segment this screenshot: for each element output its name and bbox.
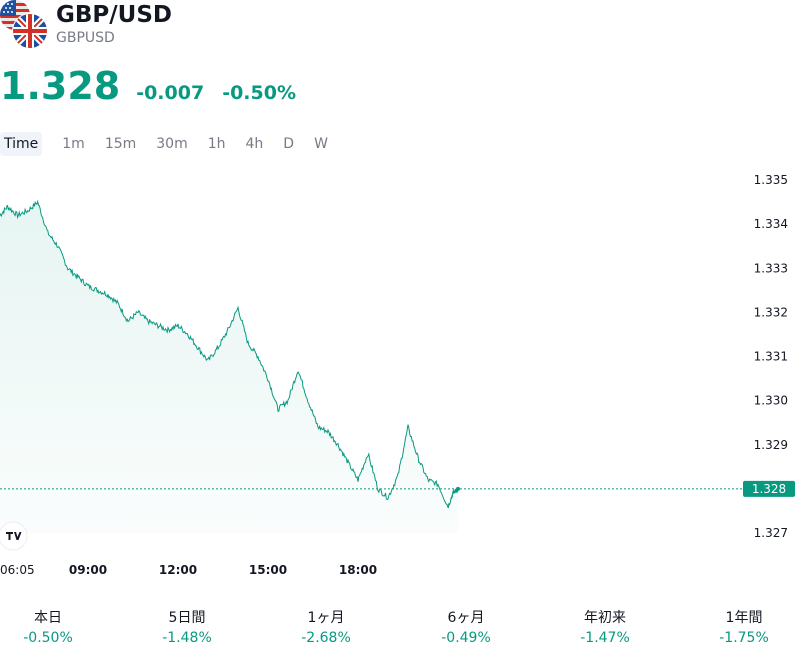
tab-time[interactable]: Time: [0, 132, 43, 156]
price-chart[interactable]: 1.335 1.334 1.333 1.332 1.331 1.330 1.329 1.328…: [0, 160, 800, 590]
x-tick-label: 06:05: [0, 563, 35, 577]
y-tick-label: 1.333: [754, 261, 788, 275]
period-value: -0.49%: [441, 630, 491, 646]
tab-1m[interactable]: 1m: [62, 136, 85, 152]
y-tick-label: 1.329: [754, 438, 788, 452]
period-label: 本日: [34, 610, 62, 626]
period-6m[interactable]: 6ヶ月 -0.49%: [406, 608, 526, 648]
quote-row: 1.328 -0.007 -0.50%: [0, 64, 296, 108]
currency-flags-icon: [0, 0, 48, 49]
y-tick-label: 1.335: [754, 173, 788, 187]
period-label: 6ヶ月: [447, 610, 485, 626]
y-tick-label: 1.332: [754, 305, 788, 319]
symbol-header: GBP/USD GBPUSD: [0, 0, 800, 60]
period-5d[interactable]: 5日間 -1.48%: [127, 608, 247, 648]
tab-30m[interactable]: 30m: [156, 136, 188, 152]
period-1m[interactable]: 1ヶ月 -2.68%: [266, 608, 386, 648]
period-value: -1.47%: [580, 630, 630, 646]
period-ytd[interactable]: 年初来 -1.47%: [545, 608, 665, 648]
period-value: -1.48%: [162, 630, 212, 646]
timeframe-tabs: Time 1m 15m 30m 1h 4h D W: [0, 132, 338, 156]
period-today[interactable]: 本日 -0.50%: [0, 608, 108, 648]
price-change: -0.007: [136, 82, 205, 104]
period-value: -0.50%: [23, 630, 73, 646]
y-tick-label: 1.327: [754, 526, 788, 540]
symbol-ticker: GBPUSD: [56, 30, 115, 46]
x-tick-label: 15:00: [249, 563, 287, 577]
x-axis: 06:05 09:00 12:00 15:00 18:00: [0, 563, 377, 577]
last-price-marker: [743, 480, 795, 497]
price-line: [0, 199, 459, 509]
symbol-title: GBP/USD: [56, 2, 172, 28]
last-price: 1.328: [0, 64, 121, 108]
tradingview-logo-icon: [0, 521, 28, 551]
tab-1h[interactable]: 1h: [207, 136, 226, 152]
period-label: 5日間: [168, 610, 206, 626]
x-tick-label: 12:00: [159, 563, 197, 577]
period-value: -2.68%: [301, 630, 351, 646]
price-change-percent: -0.50%: [222, 82, 296, 104]
performance-row: 本日 -0.50% 5日間 -1.48% 1ヶ月 -2.68% 6ヶ月 -0.4…: [0, 608, 800, 653]
y-tick-label: 1.331: [754, 350, 788, 364]
tab-4h[interactable]: 4h: [245, 136, 264, 152]
period-label: 1ヶ月: [307, 610, 345, 626]
tab-15m[interactable]: 15m: [104, 136, 137, 152]
period-1y[interactable]: 1年間 -1.75%: [684, 608, 800, 648]
period-label: 年初来: [584, 610, 626, 626]
y-tick-label: 1.334: [754, 217, 788, 231]
price-area-fill: [0, 201, 458, 533]
tab-w[interactable]: W: [314, 136, 328, 152]
tab-d[interactable]: D: [283, 136, 295, 152]
y-tick-label: 1.330: [754, 394, 788, 408]
last-price-marker-label: 1.328: [752, 482, 786, 496]
x-tick-label: 09:00: [69, 563, 107, 577]
period-label: 1年間: [725, 610, 763, 626]
period-value: -1.75%: [719, 630, 769, 646]
last-price-dot: [456, 486, 460, 491]
x-tick-label: 18:00: [339, 563, 377, 577]
